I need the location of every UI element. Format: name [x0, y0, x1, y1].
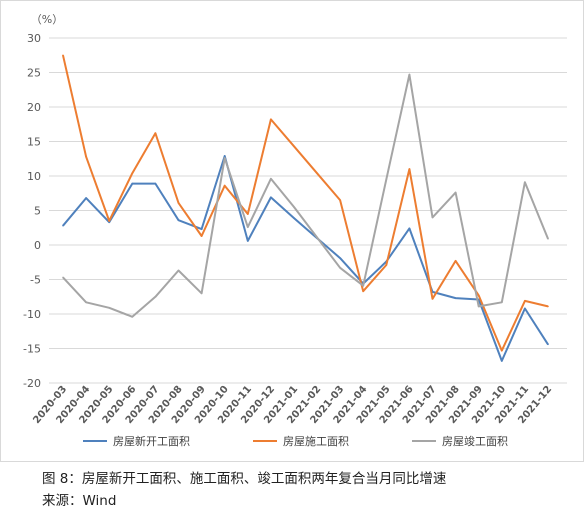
data-point [339, 266, 341, 269]
legend-label: 房屋施工面积 [283, 435, 349, 448]
data-point [177, 269, 180, 272]
y-tick-label: 15 [27, 136, 41, 149]
data-point [293, 217, 295, 219]
legend-label: 房屋新开工面积 [113, 434, 190, 448]
data-point [454, 260, 457, 262]
data-point [154, 132, 157, 135]
data-point [339, 257, 341, 259]
data-point [270, 196, 272, 199]
data-point [85, 197, 87, 199]
data-point [154, 182, 157, 185]
data-point [431, 216, 434, 219]
data-point [501, 360, 503, 362]
data-point [524, 181, 526, 184]
y-axis-unit-label: （%） [31, 13, 63, 26]
data-point [316, 236, 318, 239]
data-point [200, 292, 203, 295]
y-tick-label: -20 [23, 377, 41, 390]
data-point [108, 220, 110, 222]
data-point [501, 301, 503, 304]
y-tick-label: 30 [27, 32, 41, 45]
data-point [131, 182, 134, 185]
data-point [524, 307, 526, 310]
data-point [454, 191, 457, 194]
data-point [339, 199, 341, 201]
data-point [362, 284, 365, 287]
y-tick-label: 5 [34, 205, 41, 218]
y-tick-label: -15 [23, 343, 41, 356]
y-tick-label: 10 [27, 170, 41, 183]
series-line-1 [62, 155, 549, 362]
data-point [316, 172, 318, 175]
data-point [547, 343, 549, 346]
data-point [547, 237, 549, 240]
data-point [85, 155, 87, 158]
chart-frame: （%） 30 25 20 15 10 5 0 -5 -10 -15 -20 2020-03 2020-… [0, 0, 584, 462]
data-point [108, 306, 110, 309]
data-point [200, 235, 203, 237]
data-point [223, 157, 226, 159]
data-point [408, 73, 411, 76]
figure-title: 图 8：房屋新开工面积、施工面积、竣工面积两年复合当月同比增速 [42, 471, 447, 487]
data-point [85, 301, 87, 304]
data-point [454, 297, 457, 299]
figure-source: 来源：Wind [42, 493, 117, 509]
data-point [62, 276, 64, 279]
data-point [408, 168, 411, 170]
data-point [293, 206, 295, 208]
y-tick-label: -10 [23, 308, 41, 321]
data-point [223, 184, 226, 187]
y-tick-label: 20 [27, 101, 41, 114]
data-point [200, 228, 203, 230]
data-point [154, 295, 157, 298]
data-point [385, 178, 388, 181]
data-point [177, 219, 180, 221]
data-point [524, 300, 526, 302]
y-tick-label: 25 [27, 67, 41, 80]
y-axis-ticks: 30 25 20 15 10 5 0 -5 -10 -15 -20 [23, 32, 41, 390]
data-point [131, 315, 134, 318]
legend: 房屋新开工面积 房屋施工面积 房屋竣工面积 [83, 434, 508, 448]
data-point [62, 224, 64, 227]
x-axis-ticks: 2020-032020-042020-052020-062020-072020-… [31, 384, 554, 426]
data-point [477, 294, 480, 297]
series-line-3 [62, 73, 549, 318]
data-point [270, 118, 272, 121]
data-point [246, 213, 249, 215]
data-point [177, 202, 180, 204]
chart-svg: （%） 30 25 20 15 10 5 0 -5 -10 -15 -20 2020-032020-… [23, 13, 567, 448]
data-point [477, 305, 480, 308]
data-point [270, 177, 272, 180]
figure-caption: 图 8：房屋新开工面积、施工面积、竣工面积两年复合当月同比增速 来源：Wind [42, 468, 446, 512]
data-point [246, 240, 249, 242]
series-line-2 [62, 55, 549, 352]
data-point [385, 264, 388, 266]
data-point [501, 349, 503, 352]
data-point [223, 155, 226, 157]
series-lines [62, 54, 549, 362]
data-point [431, 298, 434, 300]
data-point [246, 226, 249, 228]
data-point [293, 145, 295, 148]
data-point [362, 290, 365, 293]
data-point [547, 305, 549, 308]
legend-label: 房屋竣工面积 [442, 434, 508, 448]
grid-lines [49, 37, 567, 384]
data-point [108, 221, 110, 224]
data-point [408, 227, 411, 230]
y-tick-label: 0 [34, 239, 41, 252]
data-point [62, 54, 64, 57]
data-point [131, 172, 134, 175]
y-tick-label: -5 [30, 274, 41, 287]
